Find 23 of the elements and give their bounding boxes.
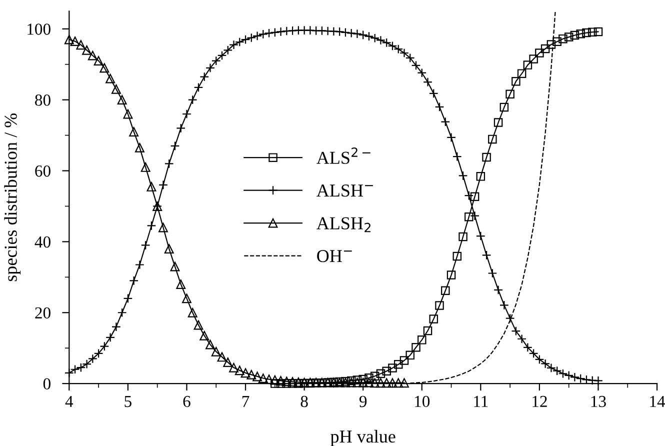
y-tick-label: 100 (28, 24, 50, 35)
x-tick-label: 12 (532, 396, 547, 407)
x-tick-label: 7 (242, 396, 250, 407)
x-tick-label: 6 (183, 396, 190, 408)
legend-label: OH$^{−}$ (317, 250, 352, 262)
y-tick-label: 20 (35, 307, 50, 319)
x-tick-label: 5 (124, 396, 132, 408)
y-tick-label: 40 (34, 236, 50, 248)
x-tick-label: 13 (591, 396, 606, 408)
x-tick-label: 10 (415, 396, 430, 408)
legend-label: ALSH$^{−}$ (316, 184, 373, 197)
y-axis-title: species distribution / % (4, 113, 21, 282)
x-axis-title: pH value (330, 430, 396, 446)
x-tick-label: 8 (300, 396, 308, 408)
x-tick-label: 4 (65, 396, 74, 407)
legend-label: ALS$^{2−}$ (316, 147, 370, 164)
y-tick-label: 60 (35, 165, 50, 177)
y-tick-label: 80 (35, 94, 50, 106)
x-tick-label: 14 (650, 396, 665, 407)
y-tick-label: 0 (43, 378, 50, 390)
legend-label: ALSH$_{2}$ (316, 217, 370, 232)
x-tick-label: 9 (359, 396, 367, 408)
x-tick-label: 11 (474, 396, 488, 407)
